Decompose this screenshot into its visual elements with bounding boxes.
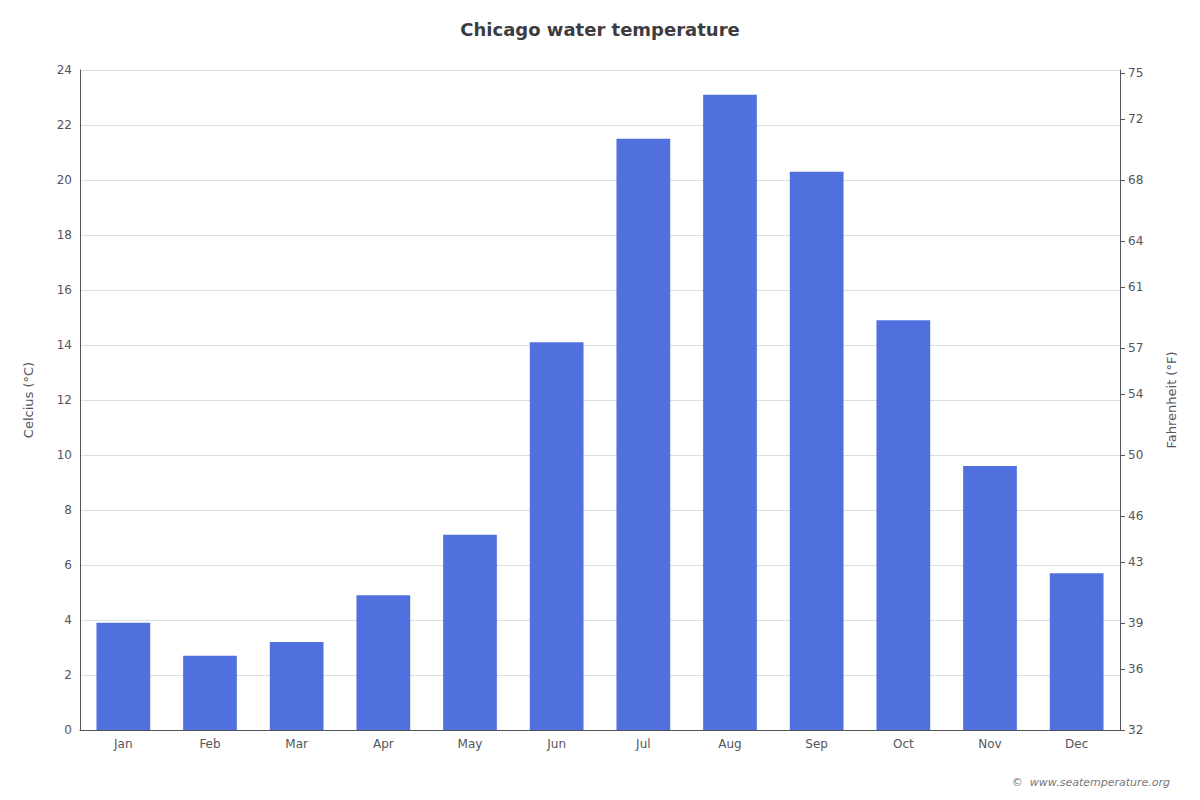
svg-text:14: 14 bbox=[57, 338, 72, 352]
svg-text:72: 72 bbox=[1128, 112, 1143, 126]
svg-text:68: 68 bbox=[1128, 173, 1143, 187]
svg-text:May: May bbox=[458, 737, 483, 751]
svg-text:22: 22 bbox=[57, 118, 72, 132]
svg-text:43: 43 bbox=[1128, 555, 1143, 569]
svg-text:Feb: Feb bbox=[199, 737, 220, 751]
svg-text:24: 24 bbox=[57, 63, 72, 77]
svg-text:46: 46 bbox=[1128, 509, 1143, 523]
svg-text:Celcius (°C): Celcius (°C) bbox=[21, 362, 36, 438]
svg-text:Dec: Dec bbox=[1065, 737, 1088, 751]
svg-text:0: 0 bbox=[64, 723, 72, 737]
svg-text:Chicago water temperature: Chicago water temperature bbox=[460, 19, 739, 40]
svg-text:Jan: Jan bbox=[113, 737, 133, 751]
svg-text:Apr: Apr bbox=[373, 737, 394, 751]
svg-text:54: 54 bbox=[1128, 387, 1143, 401]
svg-text:64: 64 bbox=[1128, 234, 1143, 248]
svg-text:Fahrenheit (°F): Fahrenheit (°F) bbox=[1164, 352, 1179, 449]
svg-text:Nov: Nov bbox=[978, 737, 1001, 751]
svg-text:Jul: Jul bbox=[635, 737, 650, 751]
svg-text:36: 36 bbox=[1128, 662, 1143, 676]
svg-text:32: 32 bbox=[1128, 723, 1143, 737]
svg-text:20: 20 bbox=[57, 173, 72, 187]
svg-text:10: 10 bbox=[57, 448, 72, 462]
svg-text:© www.seatemperature.org: © www.seatemperature.org bbox=[1012, 776, 1170, 789]
svg-text:12: 12 bbox=[57, 393, 72, 407]
svg-text:39: 39 bbox=[1128, 616, 1143, 630]
svg-text:Oct: Oct bbox=[893, 737, 914, 751]
svg-text:Sep: Sep bbox=[805, 737, 828, 751]
svg-text:8: 8 bbox=[64, 503, 72, 517]
svg-text:18: 18 bbox=[57, 228, 72, 242]
svg-text:57: 57 bbox=[1128, 341, 1143, 355]
svg-text:50: 50 bbox=[1128, 448, 1143, 462]
svg-text:Aug: Aug bbox=[718, 737, 741, 751]
svg-text:61: 61 bbox=[1128, 280, 1143, 294]
svg-text:Jun: Jun bbox=[546, 737, 566, 751]
svg-text:2: 2 bbox=[64, 668, 72, 682]
svg-text:6: 6 bbox=[64, 558, 72, 572]
svg-text:Mar: Mar bbox=[285, 737, 308, 751]
svg-text:75: 75 bbox=[1128, 66, 1143, 80]
svg-text:4: 4 bbox=[64, 613, 72, 627]
svg-text:16: 16 bbox=[57, 283, 72, 297]
